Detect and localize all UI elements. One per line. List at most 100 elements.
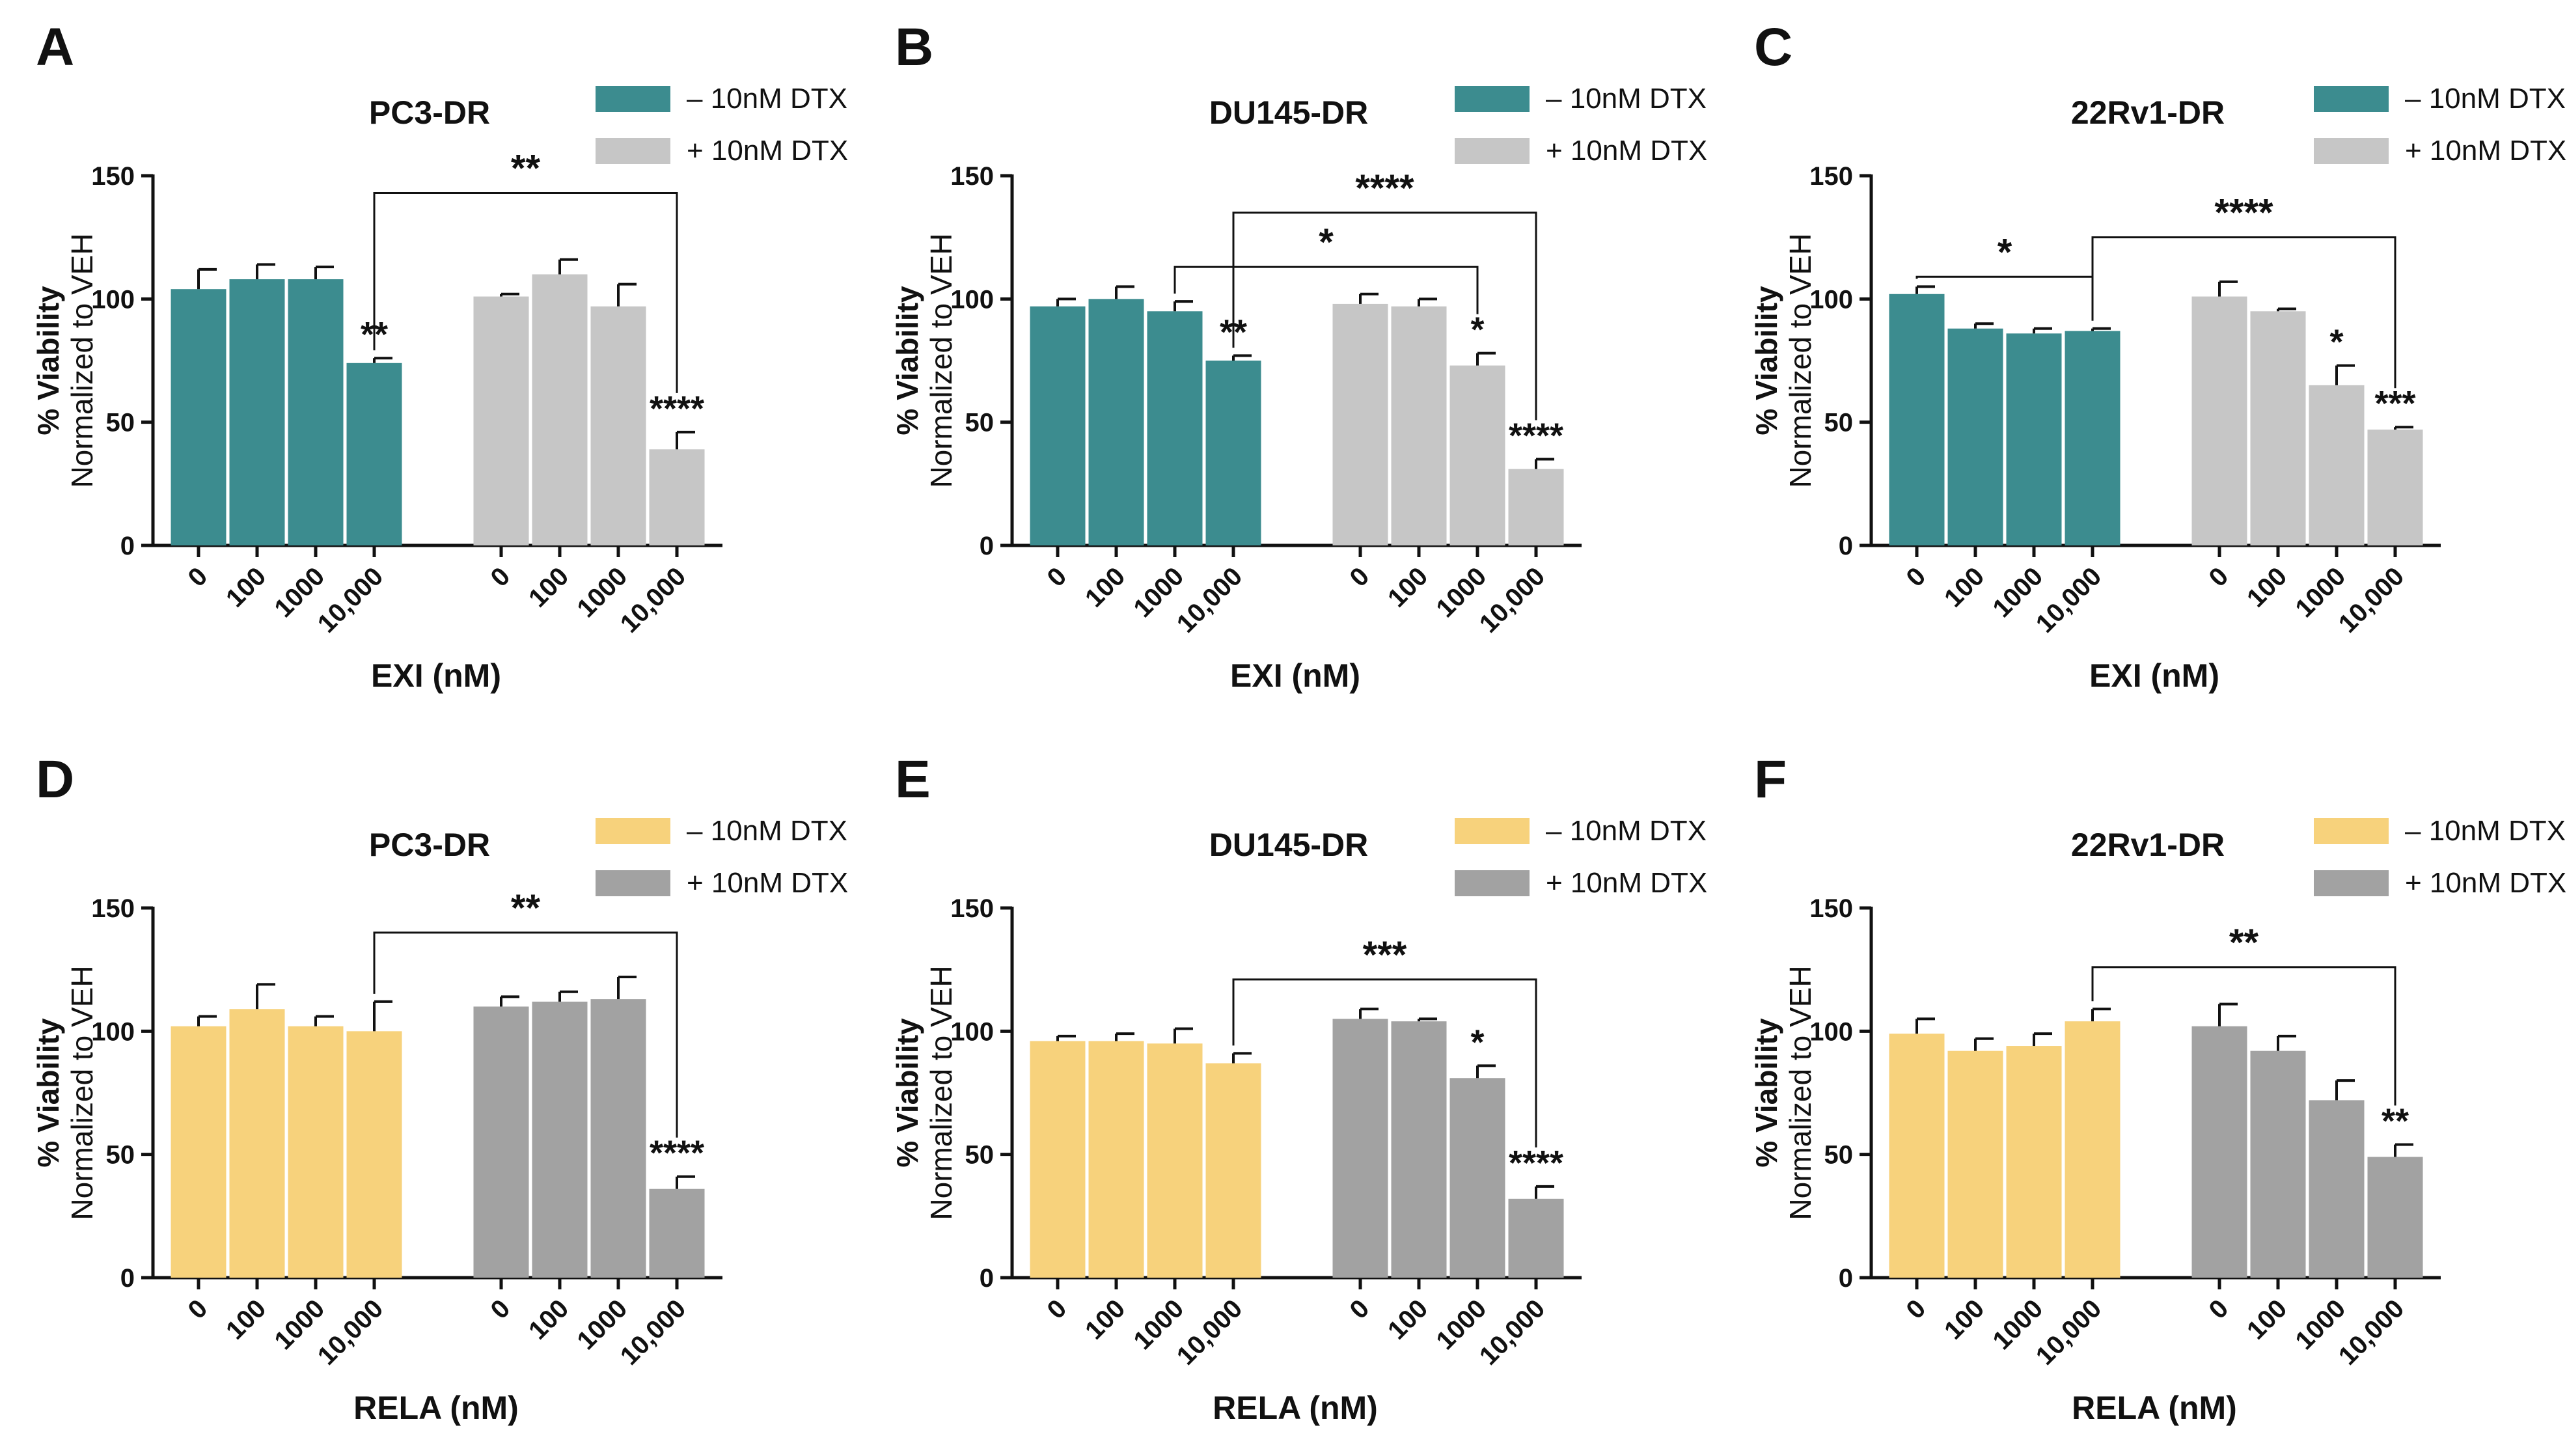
x-tick-label: 100 bbox=[523, 562, 574, 612]
legend-swatch-2 bbox=[1455, 870, 1530, 896]
bracket-stars: **** bbox=[2214, 192, 2273, 234]
bracket-stars: ** bbox=[2229, 922, 2259, 964]
legend-swatch-2 bbox=[1455, 138, 1530, 164]
bar bbox=[1449, 1078, 1505, 1278]
x-tick-label: 0 bbox=[1345, 562, 1375, 592]
y-tick-label: 0 bbox=[1839, 532, 1853, 560]
legend-label-2: + 10nM DTX bbox=[687, 135, 848, 167]
legend-swatch-1 bbox=[2314, 818, 2389, 844]
bar bbox=[1030, 1041, 1086, 1278]
x-tick-label: 10,000 bbox=[615, 1294, 692, 1371]
bracket-stars: ** bbox=[511, 148, 541, 190]
bar bbox=[1088, 1041, 1144, 1278]
comparison-bracket bbox=[373, 192, 678, 393]
y-tick-label: 50 bbox=[106, 1141, 135, 1170]
y-axis-title-line2: Normalized to VEH bbox=[924, 965, 958, 1220]
bar bbox=[2065, 1021, 2121, 1278]
y-tick-label: 100 bbox=[1809, 285, 1853, 314]
chart-panel-a: A PC3-DR – 10nM DTX + 10nM DTX 0 50 100 150 % Vi… bbox=[31, 18, 848, 694]
x-tick-label: 0 bbox=[1901, 1294, 1932, 1325]
x-tick-label: 10,000 bbox=[312, 1294, 389, 1371]
bar bbox=[473, 1006, 529, 1278]
x-tick-label: 100 bbox=[523, 1294, 574, 1345]
significance-stars: **** bbox=[650, 389, 704, 428]
y-tick-label: 150 bbox=[950, 894, 994, 923]
bar bbox=[288, 279, 344, 545]
bracket-stars: * bbox=[1319, 221, 1334, 264]
y-tick-label: 100 bbox=[1809, 1017, 1853, 1046]
chart-title: DU145-DR bbox=[1209, 94, 1369, 131]
comparison-bracket bbox=[1232, 978, 1537, 1147]
x-tick-label: 100 bbox=[221, 562, 271, 612]
x-tick-label: 0 bbox=[1042, 562, 1073, 592]
y-axis-title: % Viability Normalized to VEH bbox=[890, 233, 958, 488]
bar bbox=[171, 1026, 226, 1278]
bar bbox=[2191, 296, 2247, 545]
y-tick-label: 50 bbox=[1824, 409, 1854, 437]
y-axis-title-line2: Normalized to VEH bbox=[65, 965, 99, 1220]
bar bbox=[649, 449, 705, 545]
legend-label-1: – 10nM DTX bbox=[1546, 815, 1707, 847]
legend-swatch-2 bbox=[596, 870, 670, 896]
bar bbox=[2191, 1026, 2247, 1278]
x-tick-label: 0 bbox=[1345, 1294, 1375, 1325]
bracket-stars: *** bbox=[1363, 934, 1407, 976]
bar bbox=[2367, 430, 2423, 545]
y-tick-label: 0 bbox=[1839, 1264, 1853, 1293]
bar bbox=[229, 279, 285, 545]
chart-panel-c: C 22Rv1-DR – 10nM DTX + 10nM DTX 0 50 100 150 % … bbox=[1750, 18, 2566, 694]
legend-swatch-1 bbox=[1455, 818, 1530, 844]
x-tick-label: 0 bbox=[183, 562, 213, 592]
bracket-stars: * bbox=[1997, 231, 2012, 273]
x-axis-title: EXI (nM) bbox=[1230, 657, 1360, 694]
x-tick-label: 100 bbox=[1939, 562, 1990, 612]
bar bbox=[1889, 1034, 1945, 1278]
chart-title: PC3-DR bbox=[369, 827, 490, 863]
legend-label-2: + 10nM DTX bbox=[2405, 867, 2566, 899]
y-axis-title-line1: % Viability bbox=[1750, 1018, 1783, 1168]
y-tick-label: 150 bbox=[91, 162, 135, 191]
x-tick-label: 100 bbox=[1382, 1294, 1433, 1345]
x-tick-label: 100 bbox=[1080, 1294, 1131, 1345]
legend-label-1: – 10nM DTX bbox=[687, 83, 847, 115]
bar bbox=[2006, 333, 2062, 545]
significance-stars: * bbox=[1470, 310, 1484, 350]
bar bbox=[1030, 306, 1086, 545]
bar bbox=[1947, 328, 2003, 545]
bar bbox=[1889, 294, 1945, 545]
legend-label-1: – 10nM DTX bbox=[2405, 815, 2566, 847]
x-tick-label: 10,000 bbox=[615, 562, 692, 639]
legend-label-1: – 10nM DTX bbox=[1546, 83, 1707, 115]
significance-stars: **** bbox=[650, 1134, 704, 1173]
bar bbox=[1205, 361, 1261, 545]
y-axis-title-line2: Normalized to VEH bbox=[65, 233, 99, 488]
x-tick-label: 10,000 bbox=[1474, 562, 1551, 639]
x-tick-label: 10,000 bbox=[312, 562, 389, 639]
x-tick-label: 10,000 bbox=[1172, 1294, 1248, 1371]
legend-swatch-1 bbox=[1455, 86, 1530, 112]
significance-stars: **** bbox=[1509, 1144, 1563, 1183]
bracket-stars: **** bbox=[1355, 167, 1414, 210]
y-axis-title-line1: % Viability bbox=[890, 1018, 924, 1168]
bar bbox=[1147, 1043, 1203, 1278]
panel-letter: B bbox=[895, 18, 933, 77]
bar bbox=[1147, 311, 1203, 545]
y-axis-title-line2: Normalized to VEH bbox=[1783, 233, 1817, 488]
chart-title: 22Rv1-DR bbox=[2071, 94, 2225, 131]
bar bbox=[2309, 1100, 2365, 1278]
bar bbox=[2250, 1051, 2306, 1278]
y-axis-title-line2: Normalized to VEH bbox=[924, 233, 958, 488]
x-tick-label: 0 bbox=[486, 562, 516, 592]
y-axis-title: % Viability Normalized to VEH bbox=[1750, 965, 1817, 1220]
bar bbox=[1449, 365, 1505, 545]
panel-letter: F bbox=[1754, 750, 1787, 809]
bar bbox=[1508, 469, 1564, 545]
y-tick-label: 0 bbox=[980, 1264, 994, 1293]
x-tick-label: 10,000 bbox=[2333, 1294, 2410, 1371]
chart-panel-b: B DU145-DR – 10nM DTX + 10nM DTX 0 50 100 150 % … bbox=[890, 18, 1707, 694]
x-tick-label: 100 bbox=[1939, 1294, 1990, 1345]
x-tick-label: 100 bbox=[2242, 1294, 2292, 1345]
bar bbox=[1205, 1063, 1261, 1278]
bar bbox=[288, 1026, 344, 1278]
